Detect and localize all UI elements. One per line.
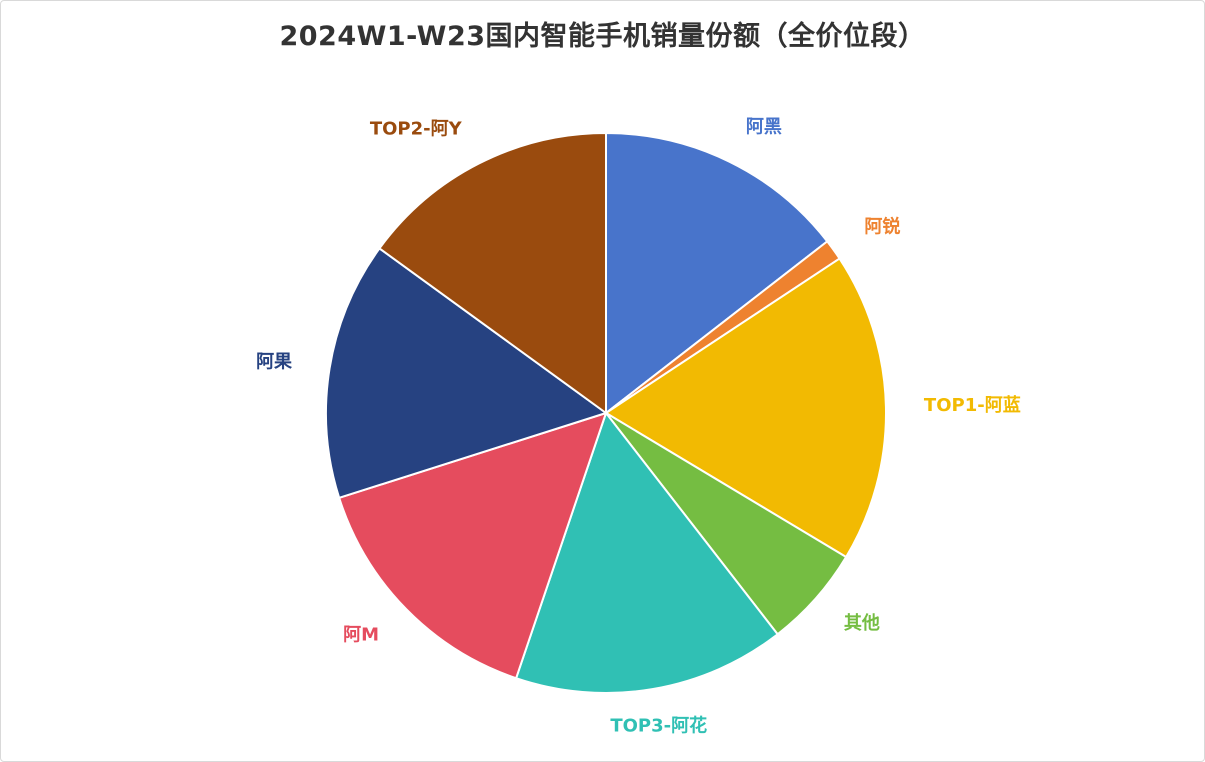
slice-label: 阿果	[256, 351, 293, 372]
chart-title: 2024W1-W23国内智能手机销量份额（全价位段）	[279, 21, 926, 52]
pie-slices	[325, 132, 887, 694]
pie-slice	[378, 132, 607, 414]
pie-slice	[605, 132, 829, 414]
pie-slice	[605, 257, 887, 559]
slice-label: 阿锐	[864, 216, 900, 238]
pie-slice	[338, 412, 607, 680]
pie-slice	[325, 247, 607, 499]
slice-label: TOP3-阿花	[610, 715, 707, 737]
slice-label: 其他	[844, 612, 880, 634]
pie-slice	[515, 412, 779, 694]
slice-label: TOP2-阿Y	[370, 119, 463, 140]
slice-label: 阿M	[343, 625, 379, 646]
slice-label: 阿黑	[746, 116, 782, 137]
slice-label: TOP1-阿蓝	[924, 395, 1021, 416]
